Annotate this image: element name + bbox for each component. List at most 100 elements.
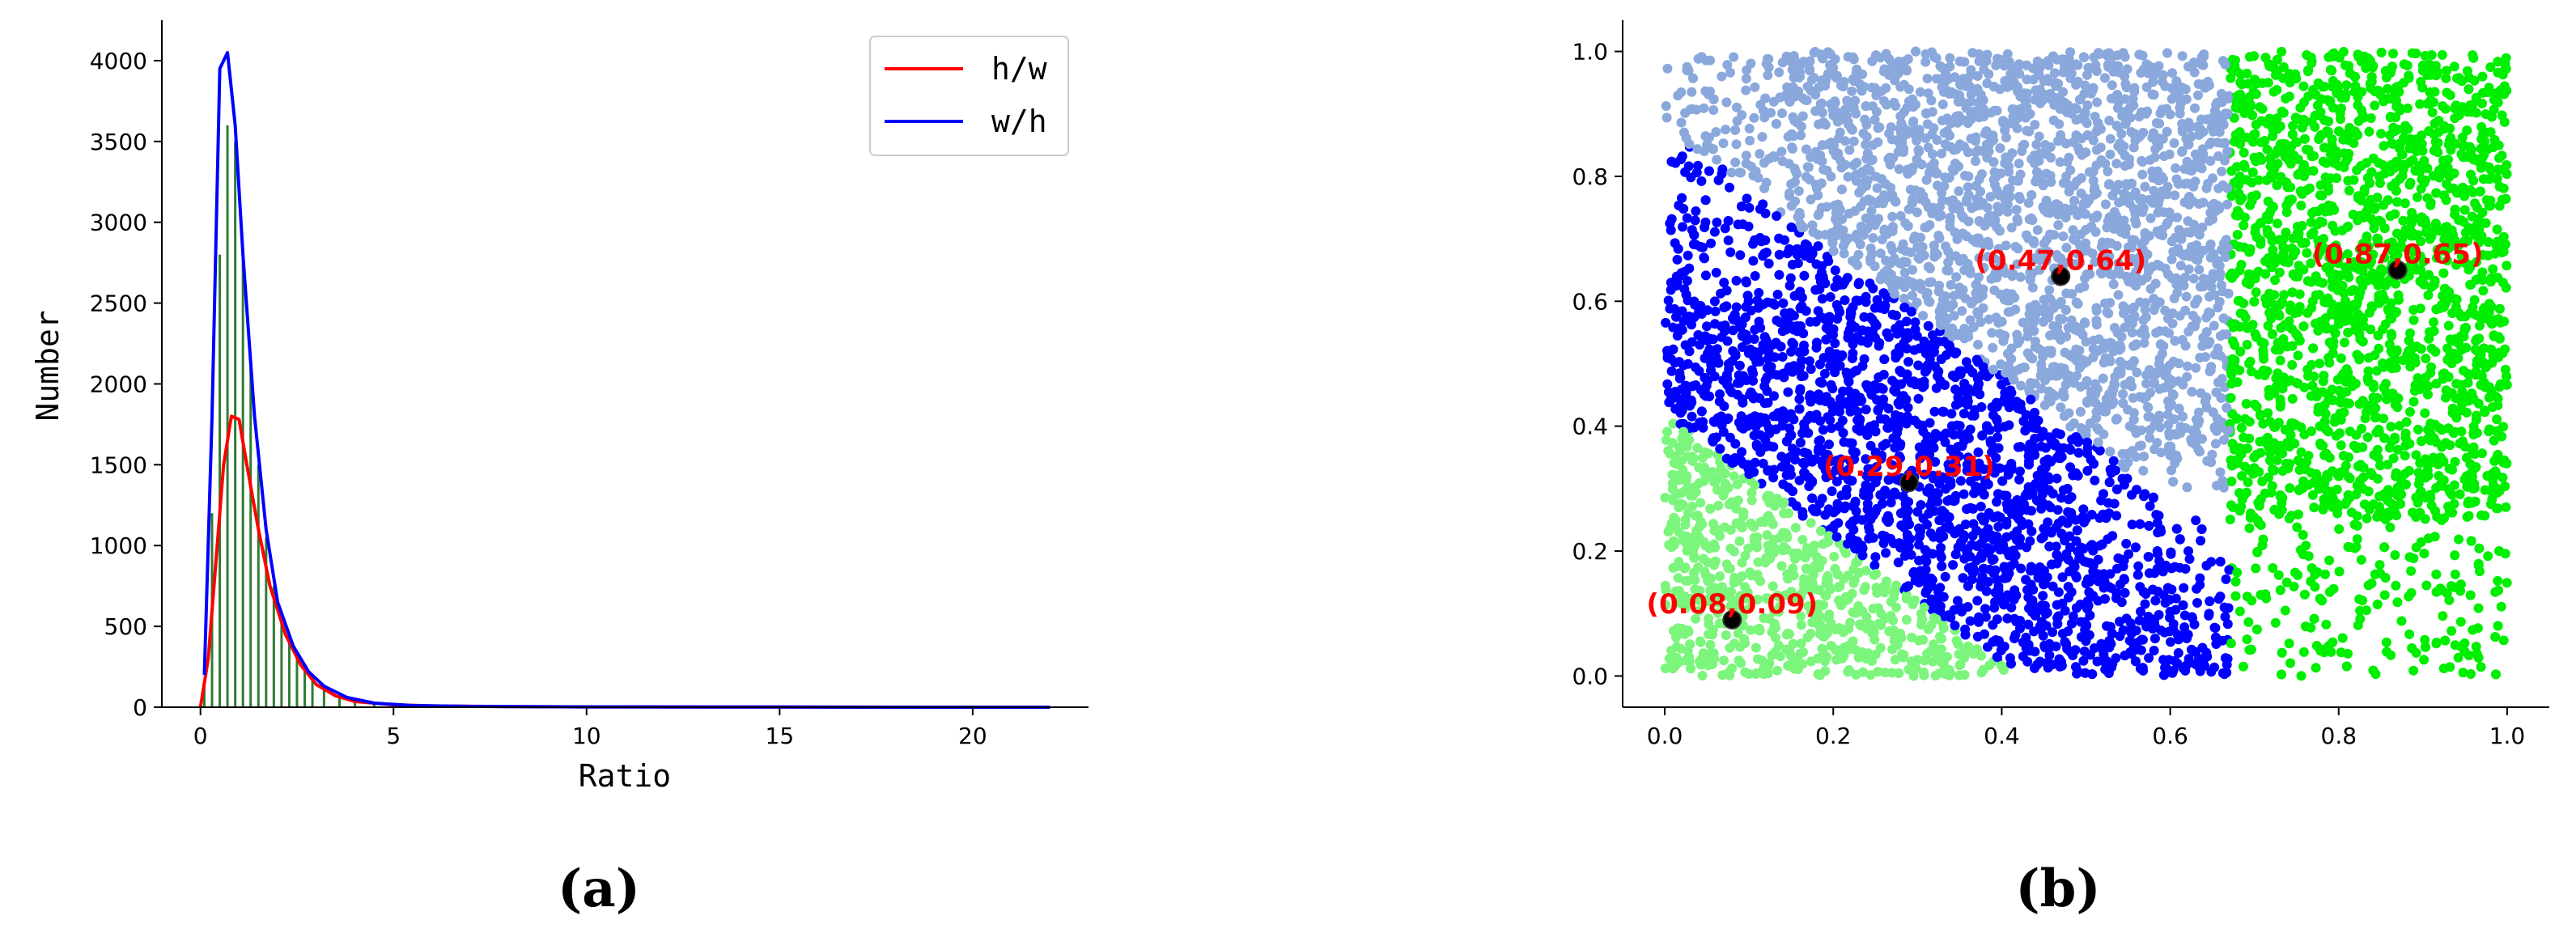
scatter-point — [2012, 259, 2022, 269]
scatter-point — [2476, 662, 2486, 672]
scatter-point — [2243, 617, 2254, 627]
scatter-point — [1938, 531, 1949, 541]
scatter-point — [2076, 189, 2086, 198]
scatter-point — [1741, 85, 1751, 95]
scatter-point — [1972, 596, 1983, 606]
scatter-point — [1713, 500, 1724, 511]
scatter-point — [1740, 582, 1751, 592]
scatter-point — [2066, 315, 2077, 325]
scatter-point — [2298, 81, 2309, 91]
scatter-point — [1966, 89, 1976, 100]
scatter-point — [2155, 108, 2166, 119]
scatter-point — [2043, 346, 2053, 356]
scatter-point — [2268, 244, 2278, 255]
scatter-point — [1662, 63, 1673, 74]
scatter-point — [2133, 561, 2144, 571]
scatter-point — [1937, 148, 1946, 159]
scatter-point — [1721, 370, 1732, 380]
scatter-point — [2082, 375, 2092, 386]
scatter-point — [2406, 255, 2417, 265]
scatter-point — [2167, 318, 2178, 329]
scatter-point — [2284, 638, 2294, 649]
scatter-point — [1959, 533, 1969, 544]
scatter-point — [2235, 346, 2246, 357]
scatter-point — [2139, 452, 2149, 462]
scatter-point — [1954, 421, 1965, 431]
scatter-point — [2149, 444, 2160, 455]
scatter-point — [2192, 295, 2203, 305]
scatter-point — [2230, 591, 2241, 601]
scatter-point — [2370, 100, 2380, 111]
scatter-point — [1678, 127, 1689, 138]
scatter-point — [2281, 207, 2292, 218]
scatter-point — [2219, 602, 2230, 613]
scatter-point — [2287, 287, 2298, 298]
scatter-point — [2400, 440, 2411, 451]
scatter-point — [2353, 620, 2363, 630]
scatter-point — [2251, 563, 2261, 574]
scatter-point — [1826, 456, 1836, 466]
scatter-point — [1978, 104, 1988, 114]
scatter-point — [1746, 305, 1756, 316]
scatter-point — [2270, 275, 2280, 286]
scatter-point — [2222, 199, 2233, 210]
scatter-point — [2416, 236, 2426, 247]
scatter-point — [1691, 206, 1701, 216]
scatter-point — [1988, 342, 1998, 353]
scatter-point — [1946, 409, 1957, 419]
scatter-point — [1709, 296, 1720, 307]
scatter-point — [2415, 99, 2425, 109]
scatter-point — [2391, 580, 2401, 591]
scatter-point — [1827, 486, 1837, 497]
scatter-point — [1712, 608, 1723, 618]
scatter-point — [1700, 353, 1710, 363]
scatter-point — [2206, 457, 2217, 468]
scatter-point — [2189, 67, 2200, 78]
scatter-point — [2363, 366, 2374, 376]
scatter-point — [2501, 53, 2511, 63]
scatter-point — [1700, 566, 1710, 577]
y-axis-label: Number — [30, 310, 66, 421]
scatter-point — [1674, 557, 1684, 567]
scatter-point — [1762, 530, 1772, 541]
scatter-point — [2287, 393, 2298, 404]
scatter-point — [1735, 250, 1746, 261]
scatter-point — [2469, 295, 2480, 305]
scatter-point — [1760, 208, 1771, 218]
scatter-point — [2170, 562, 2180, 572]
scatter-point — [2183, 216, 2193, 227]
scatter-point — [2371, 366, 2382, 376]
scatter-point — [1751, 642, 1761, 653]
scatter-point — [2051, 199, 2061, 210]
scatter-point — [2419, 549, 2430, 559]
scatter-point — [1702, 321, 1712, 332]
scatter-point — [1796, 130, 1806, 141]
scatter-point — [1870, 552, 1881, 562]
scatter-point — [2085, 269, 2095, 279]
scatter-point — [1927, 149, 1937, 159]
scatter-points — [1660, 46, 2512, 681]
scatter-point — [1823, 531, 1834, 541]
scatter-point — [2463, 368, 2473, 379]
scatter-point — [1947, 371, 1958, 380]
scatter-point — [2154, 141, 2164, 151]
scatter-point — [1719, 278, 1729, 288]
scatter-point — [1737, 447, 1747, 457]
scatter-point — [1696, 176, 1707, 186]
scatter-point — [2243, 477, 2253, 487]
scatter-point — [2182, 361, 2192, 371]
histogram-bars — [202, 125, 395, 707]
scatter-point — [2390, 435, 2400, 445]
scatter-point — [1732, 102, 1742, 112]
scatter-point — [1864, 522, 1874, 532]
scatter-point — [2307, 151, 2317, 162]
scatter-point — [2182, 371, 2192, 382]
scatter-point — [1993, 318, 2004, 328]
scatter-point — [1819, 368, 1830, 379]
scatter-point — [2128, 392, 2138, 403]
scatter-point — [2477, 98, 2487, 108]
scatter-point — [1826, 423, 1836, 434]
scatter-point — [1664, 654, 1674, 664]
scatter-point — [1690, 215, 1700, 226]
